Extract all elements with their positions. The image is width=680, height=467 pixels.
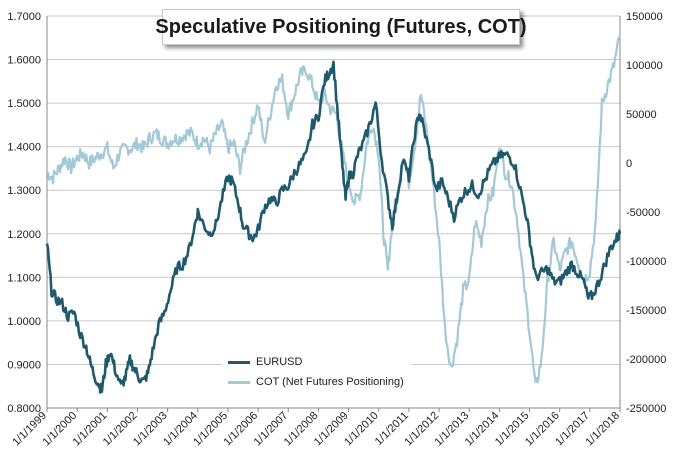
y-left-tick-label: 1.7000: [7, 11, 41, 23]
y-left-tick-label: 1.2000: [7, 229, 41, 241]
y-left-tick-label: 1.4000: [7, 142, 41, 154]
chart-title: Speculative Positioning (Futures, COT): [155, 15, 527, 38]
y-left-tick-label: 1.6000: [7, 55, 41, 67]
chart-legend: EURUSD COT (Net Futures Positioning): [222, 348, 412, 396]
legend-swatch-cot: [228, 380, 250, 384]
y-left-tick-label: 0.9000: [7, 359, 41, 371]
y-right-tick-label: 50000: [626, 109, 657, 121]
y-right-tick-label: -100000: [626, 256, 666, 268]
y-right-tick-label: -200000: [626, 354, 666, 366]
legend-item-cot: COT (Net Futures Positioning): [228, 374, 404, 390]
y-right-tick-label: 100000: [626, 60, 663, 72]
legend-swatch-eurusd: [228, 360, 250, 364]
y-right-tick-label: -250000: [626, 403, 666, 415]
y-left-tick-label: 1.0000: [7, 316, 41, 328]
y-right-tick-label: -150000: [626, 305, 666, 317]
y-left-tick-label: 0.8000: [7, 403, 41, 415]
legend-item-eurusd: EURUSD: [228, 354, 302, 370]
legend-label-cot: COT (Net Futures Positioning): [256, 376, 404, 388]
axes: [46, 16, 621, 412]
y-left-tick-label: 1.3000: [7, 185, 41, 197]
y-left-tick-label: 1.1000: [7, 272, 41, 284]
series-line-eurusd: [45, 60, 622, 394]
y-right-tick-label: -50000: [626, 207, 660, 219]
y-right-tick-label: 0: [626, 158, 632, 170]
legend-label-eurusd: EURUSD: [256, 356, 303, 368]
y-left-tick-label: 1.5000: [7, 98, 41, 110]
y-right-tick-label: 150000: [626, 11, 663, 23]
chart-title-box: Speculative Positioning (Futures, COT): [155, 9, 527, 45]
series-line-cot: [46, 35, 621, 384]
series-layer: [45, 35, 622, 394]
